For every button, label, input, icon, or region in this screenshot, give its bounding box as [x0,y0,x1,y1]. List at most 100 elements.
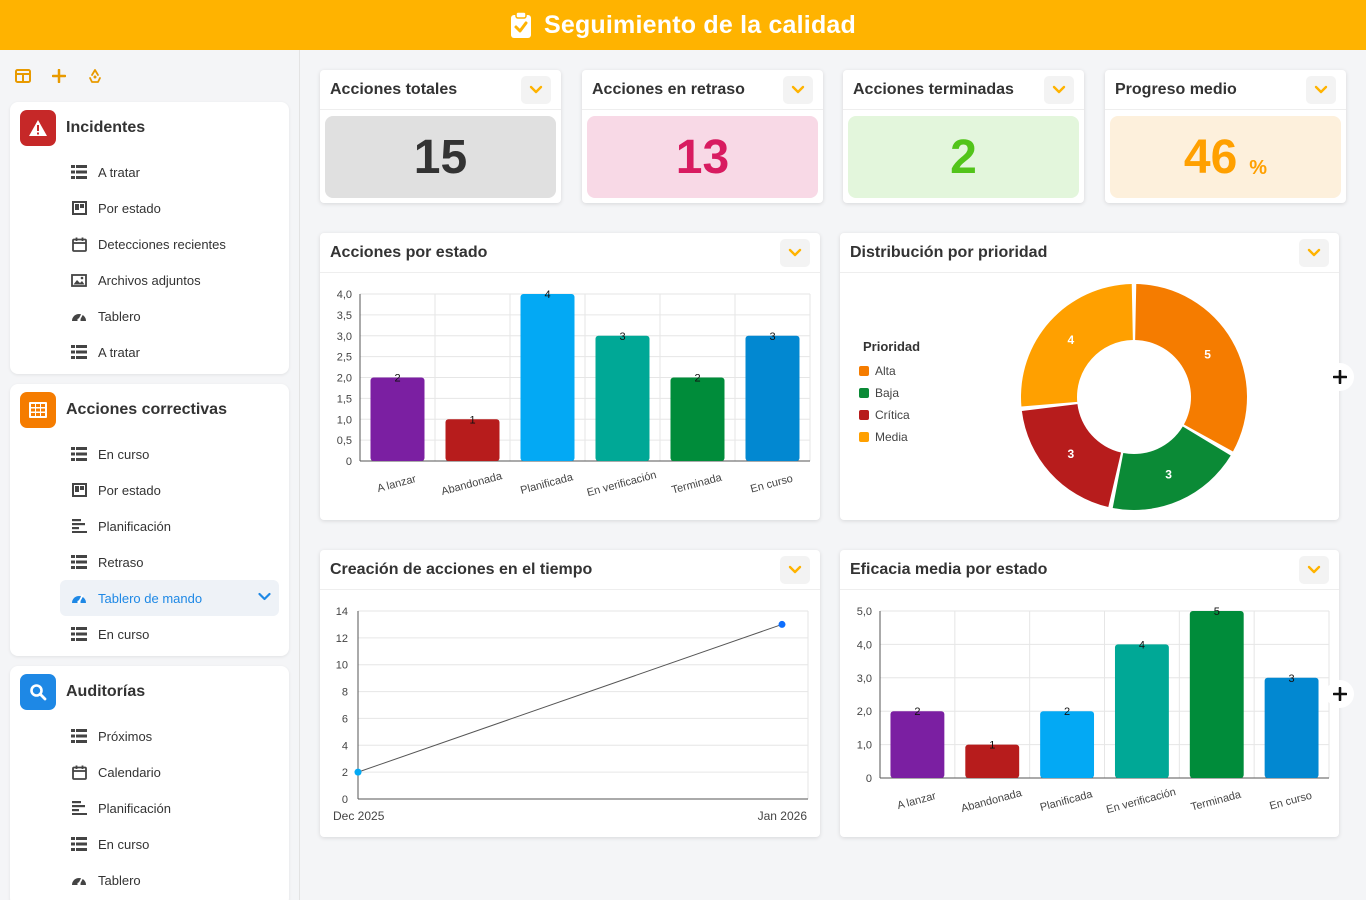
sidebar-item-label: Tablero [98,308,141,324]
chevron-down-icon[interactable] [783,75,813,104]
sidebar-item[interactable]: Calendario [10,754,289,790]
grid-icon [29,402,47,418]
pie-slice [1021,284,1133,407]
bar-data-label: 2 [914,706,920,718]
nav-group-acciones-correctivas: Acciones correctivas En curso Por estado Pl… [10,384,289,656]
sidebar-item-label: A tratar [98,164,140,180]
sidebar-item-label: A tratar [98,344,140,360]
chevron-down-icon[interactable] [1299,555,1329,584]
sidebar-item[interactable]: Planificación [10,508,289,544]
line-chart-actions-over-time: 0 2 4 6 8 10 12 14 Dec 2025 Jan 2026 [333,606,809,823]
gauge-icon [70,589,88,607]
chevron-down-icon[interactable] [1306,75,1336,104]
nav-group-title: Incidentes [66,119,146,136]
sidebar-item[interactable]: En curso [10,436,289,472]
pie-slice [1135,284,1247,452]
sidebar-item[interactable]: Archivos adjuntos [10,262,289,298]
y-tick-label: 2,0 [857,706,872,718]
card-header: Eficacia media por estado [840,550,1339,590]
sidebar-item[interactable]: Por estado [10,472,289,508]
bar [595,335,650,461]
kpi-title: Progreso medio [1115,80,1237,98]
sidebar-item[interactable]: Detecciones recientes [10,226,289,262]
x-tick-label: Jan 2026 [758,809,808,823]
legend-swatch [859,410,869,420]
y-tick-label: 3,5 [337,310,352,322]
recycle-icon[interactable] [82,63,108,89]
nav-group-header[interactable]: Incidentes [10,102,289,154]
kpi-card: Progreso medio 46% [1105,70,1346,203]
data-point [354,768,362,776]
bar-data-label: 1 [989,740,995,752]
y-tick-label: 10 [336,660,348,672]
sidebar-item[interactable]: Tablero [10,862,289,898]
bar-data-label: 3 [769,331,775,343]
x-tick-label: A lanzar [376,473,418,495]
chevron-down-icon[interactable] [258,589,271,604]
sidebar-item-label: En curso [98,836,150,852]
legend-label: Media [875,430,908,444]
nav-group-title: Acciones correctivas [66,401,227,418]
chevron-down-icon[interactable] [521,75,551,104]
chevron-down-icon[interactable] [780,238,810,267]
table-icon [70,163,88,181]
sidebar-item[interactable]: A tratar [10,334,289,370]
add-widget-button[interactable] [1326,680,1354,708]
kanban-icon [70,199,88,217]
y-tick-label: 3,0 [857,673,872,685]
gantt-icon [70,517,88,535]
sidebar-item[interactable]: A tratar [10,154,289,190]
y-tick-label: 1,0 [857,740,872,752]
bar-data-label: 3 [619,331,625,343]
sidebar-item[interactable]: En curso [10,616,289,652]
kpi-title: Acciones terminadas [853,80,1014,98]
nav-group-icon [20,674,56,710]
sidebar-item[interactable]: Tablero de mando [60,580,279,616]
sidebar-item[interactable]: En curso [10,826,289,862]
nav-group-header[interactable]: Acciones correctivas [10,384,289,436]
y-tick-label: 0 [342,794,348,806]
bar-data-label: 3 [1289,673,1295,685]
sidebar-item[interactable]: Próximos [10,718,289,754]
add-icon[interactable] [46,63,72,89]
layout-icon[interactable] [10,63,36,89]
nav-group-icon [20,110,56,146]
legend-label: Baja [875,386,899,400]
bar-chart-actions-by-state: 0 0,5 1,0 1,5 2,0 2,5 3,0 3,5 4,0 2 A lanzar 1 Aband… [337,289,811,499]
legend-swatch [859,366,869,376]
add-widget-button[interactable] [1326,363,1354,391]
bar-chart-efficacy: 0 1,0 2,0 3,0 4,0 5,0 2 A lanzar 1 Abandonada 2 Pla… [857,606,1330,816]
nav-group-header[interactable]: Auditorías [10,666,289,718]
x-tick-label: Planificada [519,471,575,497]
sidebar-item[interactable]: Por estado [10,190,289,226]
sidebar-item[interactable]: Planificación [10,790,289,826]
chevron-down-icon[interactable] [1299,238,1329,267]
x-tick-label: En curso [749,473,794,496]
y-tick-label: 14 [336,606,348,618]
x-tick-label: Abandonada [440,470,504,498]
kpi-title: Acciones totales [330,80,458,98]
kpi-title: Acciones en retraso [592,80,745,98]
sidebar-item[interactable]: Tablero [10,298,289,334]
chevron-down-icon[interactable] [780,555,810,584]
y-tick-label: 12 [336,633,348,645]
donut-chart-priority: Prioridad Alta Baja Crítica Media 5 3 3 4 [859,284,1247,510]
sidebar-item[interactable]: Retraso [10,544,289,580]
data-point [778,620,786,628]
sidebar-item-label: Detecciones recientes [98,236,226,252]
gauge-icon [70,307,88,325]
y-tick-label: 4 [342,740,348,752]
chevron-down-icon[interactable] [1044,75,1074,104]
bar [890,711,945,778]
legend-label: Crítica [875,408,910,422]
bar [1040,711,1095,778]
warning-icon [29,120,47,136]
series-line [357,623,783,773]
y-tick-label: 4,0 [857,639,872,651]
sidebar-item-label: Retraso [98,554,144,570]
nav-group-title: Auditorías [66,683,146,700]
y-tick-label: 8 [342,687,348,699]
table-icon [70,625,88,643]
nav-group-auditorías: Auditorías Próximos Calendario Planificació… [10,666,289,900]
bar-data-label: 2 [694,373,700,385]
